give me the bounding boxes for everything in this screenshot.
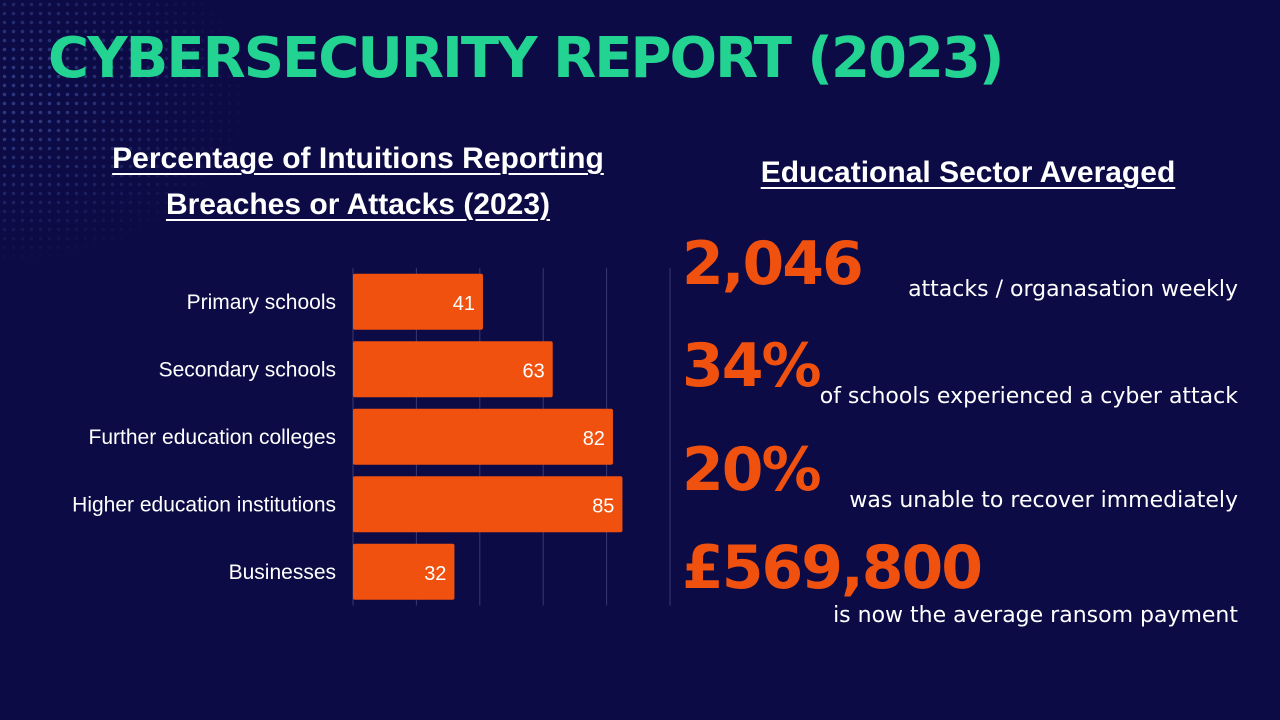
data-label: 63 [522, 360, 544, 382]
data-label: 32 [424, 563, 446, 585]
chart-title-line-2: Breaches or Attacks (2023) [165, 188, 551, 221]
chart-title-line-1: Percentage of Intuitions Reporting [112, 142, 604, 175]
stat-schools-attacked: 34% of schools experienced a cyber attac… [680, 334, 1238, 444]
stat-value: 2,046 [682, 229, 864, 299]
category-label: Primary schools [187, 291, 336, 314]
chart-category-labels: Primary schools Secondary schools Further … [72, 291, 336, 584]
data-label: 41 [453, 293, 475, 315]
data-label: 82 [583, 428, 605, 450]
category-label: Secondary schools [159, 358, 336, 381]
chart-value-labels: 41 63 82 85 32 [424, 293, 614, 585]
bar [353, 341, 553, 398]
stat-value: 34% [682, 331, 822, 401]
stats-title: Educational Sector Averaged [760, 156, 1176, 189]
stat-label: was unable to recover immediately [849, 488, 1238, 513]
category-label: Businesses [229, 561, 336, 584]
bar-chart: Primary schools Secondary schools Further … [72, 268, 671, 606]
stat-value: 20% [682, 435, 822, 505]
category-label: Higher education institutions [72, 493, 336, 516]
stat-value: £569,800 [682, 533, 983, 603]
stat-label: attacks / organasation weekly [908, 277, 1238, 302]
bar [353, 543, 455, 600]
stat-unable-to-recover: 20% was unable to recover immediately [680, 438, 1238, 548]
bar [353, 408, 613, 465]
stat-average-ransom: £569,800 is now the average ransom payme… [680, 536, 1238, 646]
data-label: 85 [592, 495, 614, 517]
stat-label: is now the average ransom payment [833, 603, 1238, 628]
chart-bars [353, 273, 623, 600]
bar [353, 273, 483, 330]
stat-weekly-attacks: 2,046 attacks / organasation weekly [680, 232, 1238, 342]
page-title: CYBERSECURITY REPORT (2023) [48, 26, 1004, 91]
stat-label: of schools experienced a cyber attack [819, 384, 1238, 409]
decorative-dot-pattern [0, 0, 260, 270]
category-label: Further education colleges [89, 426, 336, 449]
bar [353, 476, 623, 533]
chart-title: Percentage of Intuitions Reporting Breac… [40, 136, 676, 228]
